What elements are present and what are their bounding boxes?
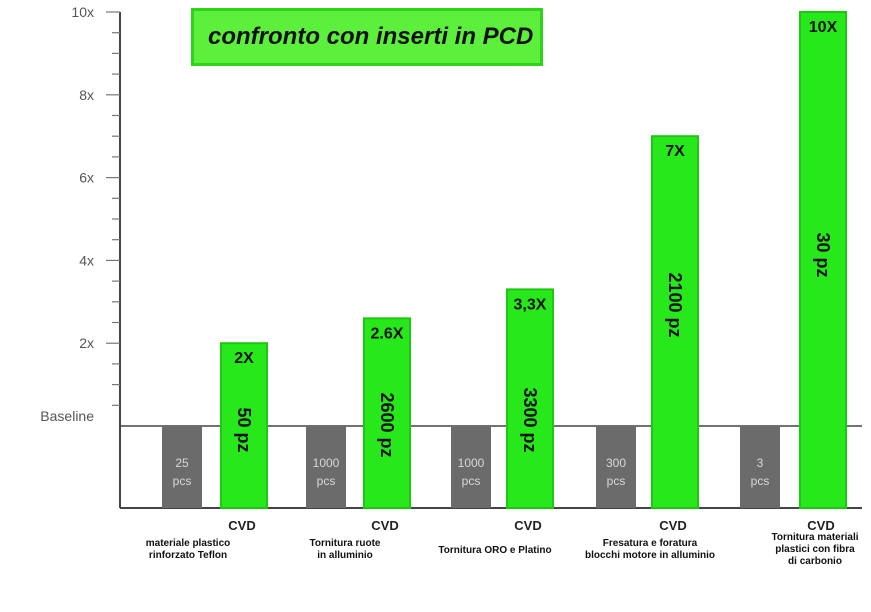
- baseline-bar: [596, 426, 636, 508]
- pcd-bar: [506, 288, 554, 509]
- baseline-bar-label: 1000: [458, 456, 485, 470]
- cvd-label: CVD: [371, 518, 398, 533]
- pcd-pieces-label: 30 pz: [813, 232, 833, 277]
- pcd-multiplier-label: 2.6X: [371, 325, 404, 342]
- pcd-multiplier-label: 10X: [809, 19, 838, 36]
- baseline-bar-label: pcs: [462, 474, 481, 488]
- baseline-bar-label: 25: [175, 456, 189, 470]
- category-label: Fresatura e foratura: [603, 538, 698, 549]
- y-tick-label: 4x: [79, 252, 94, 268]
- category-label: blocchi motore in alluminio: [585, 550, 715, 561]
- baseline-bar-label: 300: [606, 456, 626, 470]
- baseline-bar-label: 3: [757, 456, 764, 470]
- baseline-bar: [306, 426, 346, 508]
- baseline-bar-label: pcs: [317, 474, 336, 488]
- y-tick-label: 8x: [79, 87, 94, 103]
- y-tick-label: 10x: [71, 4, 94, 20]
- pcd-multiplier-label: 2X: [234, 350, 254, 367]
- pcd-multiplier-label: 3,3X: [514, 296, 547, 313]
- category-label: plastici con fibra: [775, 544, 855, 555]
- pcd-bar: [651, 135, 699, 509]
- baseline-bar-label: 1000: [313, 456, 340, 470]
- baseline-label: Baseline: [40, 408, 94, 424]
- cvd-label: CVD: [659, 518, 686, 533]
- cvd-label: CVD: [807, 518, 834, 533]
- category-label: di carbonio: [788, 556, 842, 567]
- category-label: Tornitura materiali: [771, 532, 858, 543]
- pcd-bar: [799, 11, 847, 509]
- pcd-bar: [363, 317, 411, 509]
- cvd-label: CVD: [228, 518, 255, 533]
- y-tick-label: 6x: [79, 170, 94, 186]
- baseline-bar: [162, 426, 202, 508]
- category-label: materiale plastico: [146, 538, 230, 549]
- chart-title-box: confronto con inserti in PCD: [191, 8, 543, 66]
- cvd-label: CVD: [514, 518, 541, 533]
- pcd-pieces-label: 2600 pz: [377, 392, 397, 457]
- pcd-multiplier-label: 7X: [665, 143, 685, 160]
- pcd-pieces-label: 3300 pz: [520, 387, 540, 452]
- category-label: Tornitura ORO e Platino: [438, 545, 551, 556]
- pcd-pieces-label: 50 pz: [234, 407, 254, 452]
- category-label: rinforzato Teflon: [149, 550, 227, 561]
- baseline-bar-label: pcs: [173, 474, 192, 488]
- category-label: in alluminio: [317, 550, 373, 561]
- baseline-bar-label: pcs: [751, 474, 770, 488]
- baseline-bar: [451, 426, 491, 508]
- pcd-bar: [220, 342, 268, 510]
- baseline-bar-label: pcs: [607, 474, 626, 488]
- baseline-bar: [740, 426, 780, 508]
- pcd-pieces-label: 2100 pz: [665, 272, 685, 337]
- category-label: Tornitura ruote: [310, 538, 381, 549]
- chart-title: confronto con inserti in PCD: [208, 23, 534, 50]
- y-tick-label: 2x: [79, 335, 94, 351]
